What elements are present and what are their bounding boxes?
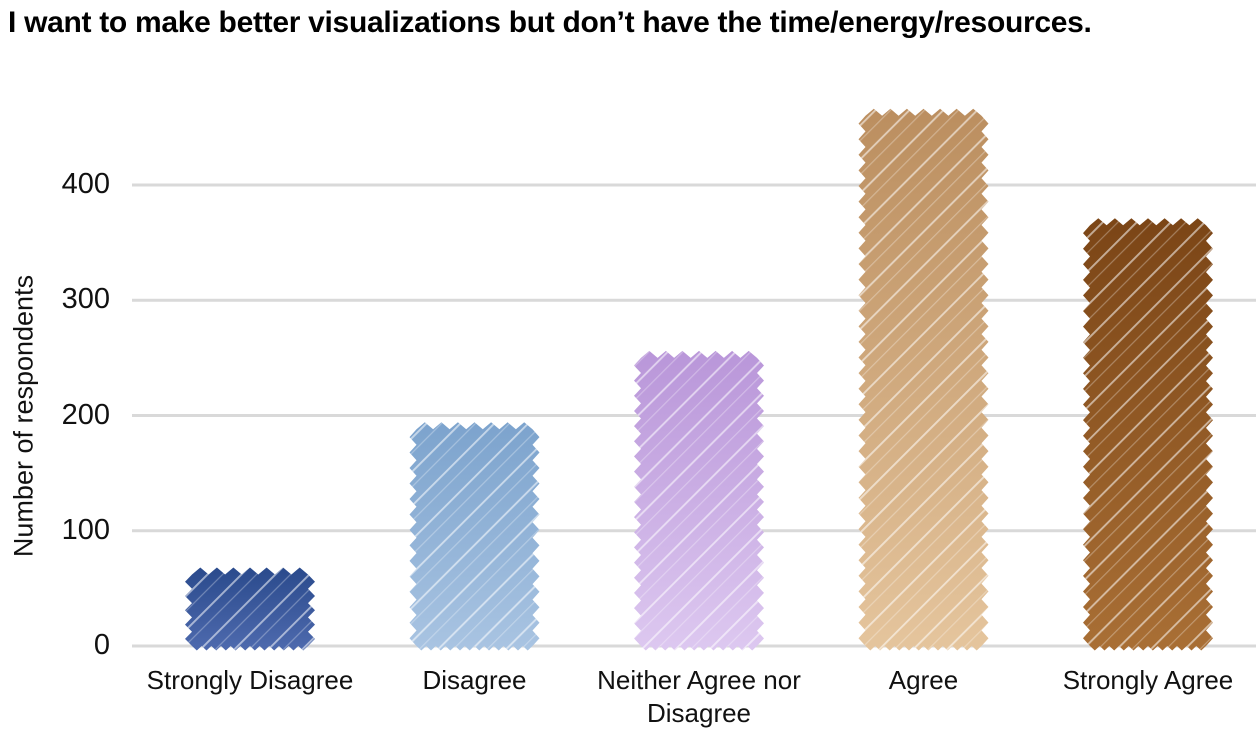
x-category-label-strongly-disagree: Strongly Disagree: [146, 665, 354, 695]
bars-group: [185, 108, 1213, 651]
y-tick-label-0: 0: [93, 629, 110, 661]
y-tick-label-200: 200: [61, 398, 110, 431]
chart-title: I want to make better visualizations but…: [8, 6, 1092, 39]
bar-hatch-strongly-disagree: [185, 567, 315, 651]
x-category-label-neither-agree-nor-disagree: Neither Agree nor Disagree: [597, 665, 801, 729]
y-tick-label-300: 300: [61, 283, 110, 316]
y-tick-label-400: 400: [61, 168, 110, 200]
bar-hatch-agree: [858, 108, 989, 651]
bar-hatch-disagree: [409, 422, 540, 651]
x-category-label-disagree: Disagree: [422, 665, 527, 695]
x-category-label-agree: Agree: [888, 665, 959, 695]
bar-hatch-neither-agree-nor-disagree: [634, 350, 764, 651]
bar-hatch-strongly-agree: [1083, 218, 1213, 651]
y-tick-label-100: 100: [61, 513, 110, 546]
x-category-label-strongly-agree: Strongly Agree: [1062, 665, 1234, 695]
